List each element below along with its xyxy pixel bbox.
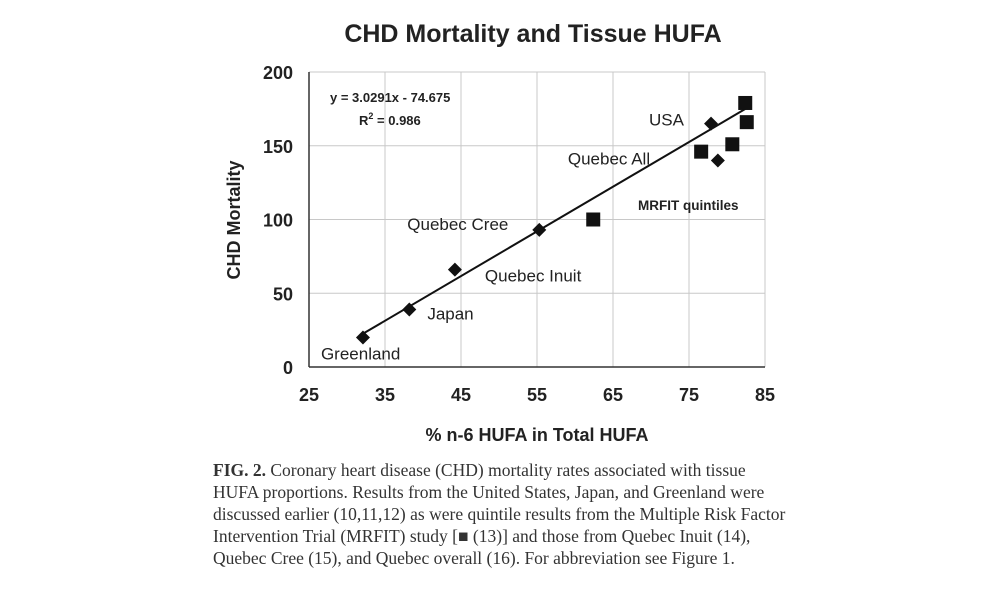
mrfit-label: MRFIT quintiles: [638, 198, 739, 213]
diamond-point: [402, 302, 417, 317]
caption-text: Coronary heart disease (CHD) mortality r…: [213, 460, 786, 568]
point-label: Quebec Cree: [407, 215, 508, 234]
diamond-point: [710, 153, 725, 168]
x-tick-label: 55: [527, 385, 547, 405]
x-tick-label: 45: [451, 385, 471, 405]
x-axis-label: % n-6 HUFA in Total HUFA: [426, 425, 649, 445]
diamond-point: [532, 222, 547, 237]
y-tick-label: 100: [263, 211, 293, 231]
equation-label: y = 3.0291x - 74.675: [330, 90, 450, 105]
y-tick-label: 50: [273, 284, 293, 304]
square-point: [739, 115, 754, 130]
figure-label: FIG. 2.: [213, 460, 266, 480]
square-point: [586, 212, 601, 227]
point-label: Japan: [427, 304, 473, 323]
point-label: USA: [649, 111, 685, 130]
chart-title: CHD Mortality and Tissue HUFA: [344, 20, 721, 48]
point-label: Quebec All: [568, 150, 650, 169]
scatter-chart: CHD Mortality and Tissue HUFA 25 35 45 55 65…: [224, 20, 775, 445]
square-point: [725, 137, 740, 152]
diamond-point: [355, 330, 370, 345]
square-point: [694, 144, 709, 159]
point-label: Quebec Inuit: [485, 267, 582, 286]
y-axis-label: CHD Mortality: [224, 160, 244, 279]
x-tick-label: 65: [603, 385, 623, 405]
x-tick-label: 85: [755, 385, 775, 405]
x-tick-label: 25: [299, 385, 319, 405]
trendline: [361, 107, 747, 336]
diamond-point: [447, 262, 462, 277]
figure-caption: FIG. 2. Coronary heart disease (CHD) mor…: [213, 459, 793, 569]
point-label: Greenland: [321, 345, 400, 364]
x-tick-label: 35: [375, 385, 395, 405]
y-tick-label: 150: [263, 137, 293, 157]
r2-label: R2 = 0.986: [359, 111, 421, 128]
square-point: [738, 95, 753, 110]
y-tick-label: 0: [283, 358, 293, 378]
y-tick-label: 200: [263, 63, 293, 83]
x-tick-label: 75: [679, 385, 699, 405]
diamond-point: [704, 116, 719, 131]
